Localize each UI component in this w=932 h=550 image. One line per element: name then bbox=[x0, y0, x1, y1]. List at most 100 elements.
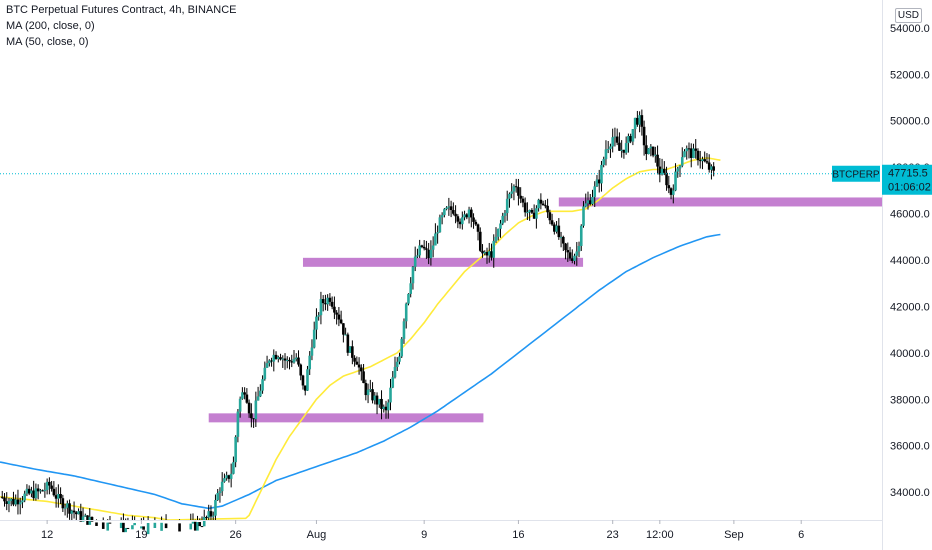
candle bbox=[209, 505, 213, 520]
candle bbox=[434, 223, 437, 246]
candle bbox=[66, 500, 69, 518]
candle bbox=[303, 385, 307, 396]
candle-body bbox=[335, 312, 338, 315]
candle-body bbox=[402, 321, 406, 339]
candle bbox=[211, 511, 215, 520]
candle-body bbox=[413, 256, 417, 267]
last-price-badge bbox=[882, 164, 932, 195]
candle bbox=[647, 148, 650, 155]
candle bbox=[422, 240, 426, 251]
candle bbox=[528, 209, 531, 221]
candle-body bbox=[377, 398, 381, 405]
candle bbox=[75, 511, 78, 520]
candle-body bbox=[602, 159, 606, 165]
candle-body bbox=[32, 490, 35, 499]
candle bbox=[508, 192, 511, 208]
candle bbox=[604, 140, 608, 166]
candle-body bbox=[214, 499, 217, 516]
candle bbox=[595, 175, 599, 188]
candle bbox=[440, 212, 444, 225]
candle bbox=[698, 150, 702, 169]
candle-body bbox=[319, 299, 323, 316]
candle bbox=[21, 496, 24, 509]
candle bbox=[362, 364, 365, 384]
candle-body bbox=[389, 387, 392, 403]
candle bbox=[324, 294, 327, 311]
candle-body bbox=[544, 205, 547, 207]
candle bbox=[472, 213, 475, 229]
candle bbox=[227, 474, 231, 483]
candle bbox=[131, 515, 134, 530]
candle-body bbox=[566, 250, 570, 253]
candle-body bbox=[454, 213, 457, 217]
candle-body bbox=[678, 165, 682, 169]
candle bbox=[79, 503, 83, 522]
candle bbox=[613, 127, 617, 147]
candle bbox=[299, 363, 303, 381]
candle-body bbox=[272, 354, 276, 362]
candle bbox=[218, 487, 222, 503]
candle-body bbox=[263, 367, 267, 380]
y-tick-label: 38000.0 bbox=[890, 394, 930, 406]
candle bbox=[178, 519, 181, 532]
x-tick-label: 16 bbox=[512, 529, 524, 541]
candle bbox=[658, 158, 662, 183]
candle bbox=[41, 489, 44, 492]
candle-body bbox=[696, 150, 700, 161]
candle bbox=[496, 228, 500, 241]
candle-body bbox=[373, 395, 377, 401]
candle-body bbox=[366, 389, 370, 396]
candle-body bbox=[90, 516, 94, 522]
candle-body bbox=[705, 161, 709, 163]
candle bbox=[124, 518, 127, 533]
candle bbox=[649, 144, 653, 157]
candle bbox=[191, 513, 195, 524]
candle bbox=[285, 356, 289, 369]
candle bbox=[503, 210, 507, 223]
candle-body bbox=[259, 390, 262, 397]
candle-body bbox=[310, 347, 314, 356]
candle bbox=[683, 149, 686, 158]
candle bbox=[337, 307, 341, 327]
candle-body bbox=[613, 136, 617, 138]
x-tick-label: Sep bbox=[724, 529, 744, 541]
candle bbox=[353, 355, 356, 367]
candle-body bbox=[254, 400, 258, 420]
candle-body bbox=[712, 166, 715, 171]
candle-body bbox=[647, 148, 650, 155]
candle bbox=[447, 197, 451, 216]
candle-body bbox=[449, 206, 453, 211]
candle bbox=[225, 471, 228, 481]
candle-body bbox=[256, 396, 260, 401]
candle-body bbox=[3, 497, 6, 502]
candle bbox=[384, 400, 388, 419]
ma200-legend[interactable]: MA (200, close, 0) bbox=[6, 20, 95, 32]
candle-body bbox=[393, 367, 397, 378]
ma50-legend[interactable]: MA (50, close, 0) bbox=[6, 36, 89, 48]
candle-body bbox=[492, 240, 496, 258]
currency-unit-button[interactable]: USD bbox=[894, 8, 922, 23]
candle-body bbox=[290, 361, 294, 363]
candle bbox=[357, 357, 361, 375]
candle-body bbox=[0, 496, 4, 498]
candle-body bbox=[68, 503, 71, 514]
candle bbox=[366, 383, 370, 404]
candle bbox=[568, 246, 572, 261]
symbol-title[interactable]: BTC Perpetual Futures Contract, 4h, BINA… bbox=[6, 4, 237, 16]
candle-body bbox=[27, 488, 31, 494]
candle-body bbox=[209, 511, 213, 517]
candle-body bbox=[281, 358, 285, 360]
candle bbox=[407, 293, 410, 306]
candle bbox=[335, 310, 338, 325]
candle-body bbox=[252, 418, 255, 420]
candle-body bbox=[420, 245, 424, 247]
candle-body bbox=[18, 502, 22, 505]
candle bbox=[413, 246, 417, 272]
candle bbox=[557, 218, 561, 240]
candle bbox=[294, 353, 298, 362]
candle bbox=[52, 481, 56, 497]
candle bbox=[487, 242, 491, 263]
ma50-line-group bbox=[0, 157, 721, 521]
